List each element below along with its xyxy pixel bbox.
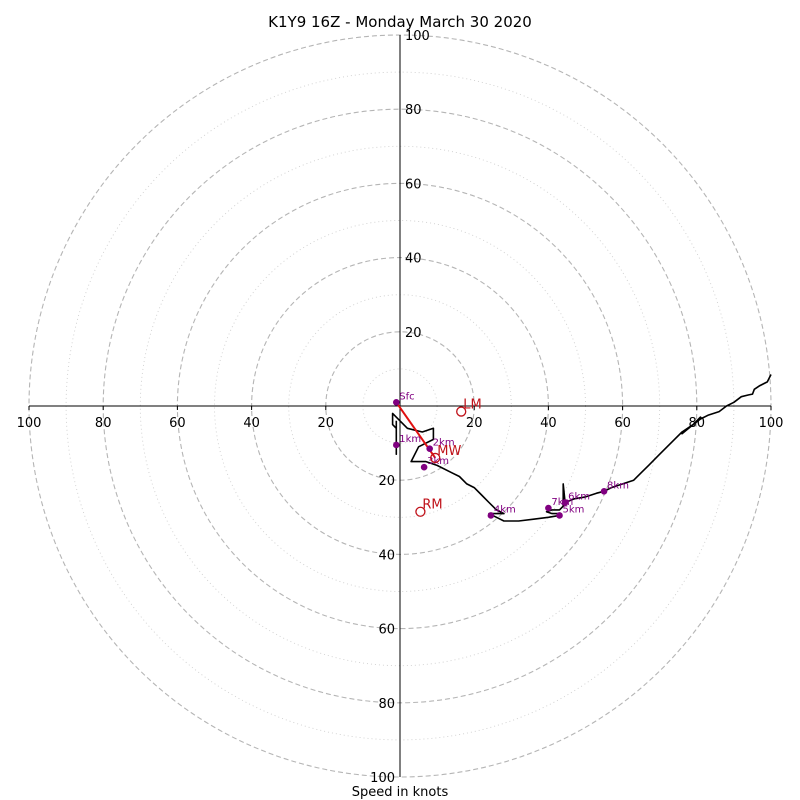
storm-motion-point [456, 406, 467, 417]
storm-motion-point [430, 452, 441, 464]
y-tick-label: 80 [378, 697, 395, 712]
height-marker-label: Sfc [399, 391, 414, 402]
x-axis-label: Speed in knots [352, 785, 449, 800]
y-tick-label: 20 [405, 326, 422, 341]
storm-motion-markers: LM MW RM [415, 398, 482, 517]
x-tick-label: 80 [95, 416, 112, 431]
height-marker-point [392, 398, 400, 406]
height-marker-label: 1km [399, 434, 421, 445]
height-marker-point [545, 504, 552, 512]
x-tick-label: 100 [17, 416, 42, 431]
x-tick-label: 20 [318, 416, 335, 431]
y-tick-label: 100 [405, 29, 430, 44]
height-marker-point [561, 499, 569, 506]
height-marker-point [556, 512, 563, 519]
height-marker-label: 5km [563, 504, 585, 515]
y-tick-label: 80 [405, 103, 422, 118]
y-tick-label: 20 [378, 474, 395, 489]
y-tick-label: 40 [378, 548, 395, 563]
height-marker-label: 7km [551, 497, 573, 508]
height-marker-label: 6km [568, 491, 590, 502]
storm-motion-point [415, 506, 426, 517]
x-tick-label: 60 [614, 416, 631, 431]
y-tick-label: 40 [405, 252, 422, 267]
chart-title: K1Y9 16Z - Monday March 30 2020 [268, 13, 532, 31]
height-marker-label: 2km [433, 438, 455, 449]
height-marker-point [487, 512, 495, 519]
x-tick-label: 60 [169, 416, 186, 431]
x-tick-label: 80 [689, 416, 706, 431]
x-tick-label: 40 [243, 416, 260, 431]
x-tick-label: 100 [759, 416, 784, 431]
storm-motion-label: MW [437, 444, 461, 459]
y-tick-label: 60 [378, 623, 395, 638]
height-marker-point [426, 445, 433, 452]
height-marker-point [600, 488, 608, 495]
tick-labels: 100 80 60 40 20 20 40 60 80 100 20 40 60 80 100 20 40 60 8… [17, 29, 784, 786]
storm-motion-label: RM [422, 498, 442, 513]
x-tick-label: 40 [540, 416, 557, 431]
height-marker-point [420, 463, 428, 471]
height-marker-point [392, 441, 400, 449]
x-tick-label: 20 [466, 416, 483, 431]
height-marker-label: 8km [607, 480, 629, 491]
height-marker-label: 4km [494, 504, 516, 515]
y-tick-label: 60 [405, 177, 422, 192]
y-tick-label: 100 [370, 771, 395, 786]
storm-motion-label: LM [463, 398, 481, 413]
